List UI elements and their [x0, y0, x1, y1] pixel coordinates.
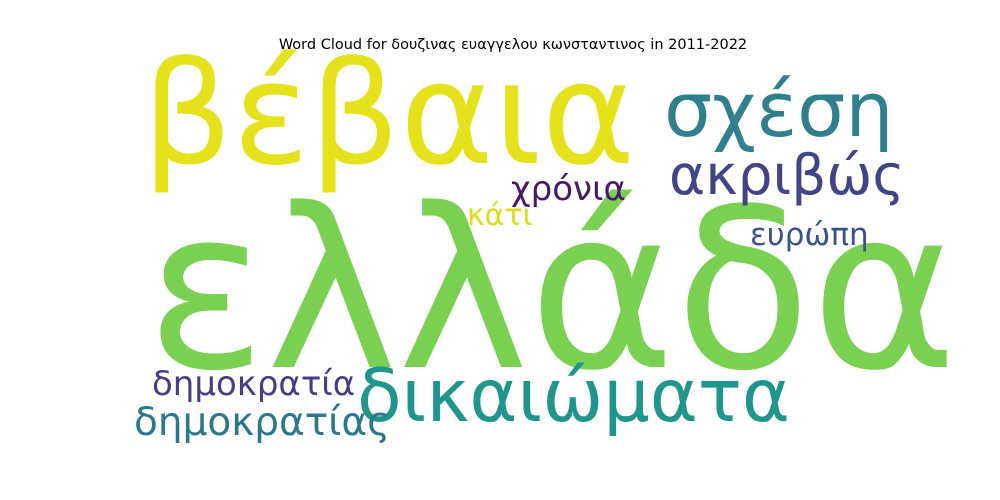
word-akrivos: ακριβώς — [669, 143, 905, 207]
word-dimokratias: δημοκρατίας — [134, 400, 390, 445]
word-schesi: σχέση — [664, 65, 894, 154]
word-ellada: ελλάδα — [146, 162, 958, 420]
word-dikaiomata: δικαιώματα — [357, 354, 790, 439]
figure-title: Word Cloud for δουζινας ευαγγελου κωνστα… — [278, 37, 748, 53]
word-kati: κάτι — [467, 198, 533, 233]
word-dimokratia: δημοκρατία — [152, 364, 356, 404]
word-chronia: χρόνια — [511, 169, 626, 209]
word-evropi: ευρώπη — [750, 217, 869, 253]
word-vevaia: βέβαια — [142, 32, 636, 197]
